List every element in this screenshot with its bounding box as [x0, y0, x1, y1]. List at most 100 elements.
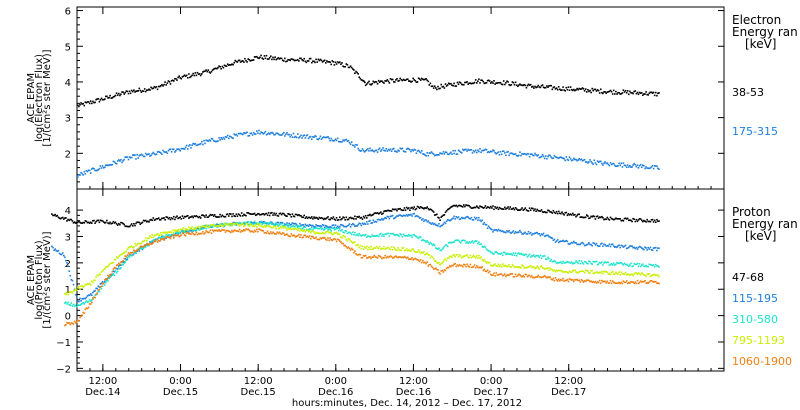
- data-point: [577, 243, 579, 246]
- data-point: [64, 293, 66, 295]
- data-point: [332, 227, 335, 229]
- data-point: [190, 227, 192, 229]
- data-point: [166, 82, 169, 84]
- data-point: [270, 231, 272, 233]
- data-point: [146, 243, 148, 245]
- data-point: [182, 147, 185, 150]
- data-point: [390, 78, 393, 81]
- data-point: [626, 90, 629, 92]
- data-point: [553, 155, 556, 157]
- y-tick-label: 3: [65, 114, 71, 125]
- data-point: [473, 151, 476, 153]
- data-point: [197, 232, 200, 235]
- data-point: [563, 89, 565, 91]
- data-point: [609, 216, 612, 219]
- data-point: [633, 90, 635, 93]
- data-point: [597, 161, 600, 163]
- data-point: [469, 254, 472, 257]
- data-point: [341, 218, 343, 220]
- data-point: [527, 254, 530, 257]
- data-point: [122, 263, 124, 266]
- data-point: [169, 148, 172, 150]
- data-point: [512, 252, 515, 254]
- data-point: [473, 216, 476, 219]
- data-point: [361, 218, 364, 220]
- data-point: [579, 159, 582, 161]
- data-point: [419, 236, 422, 239]
- data-point: [149, 235, 151, 237]
- data-point: [534, 256, 536, 258]
- data-point: [483, 206, 486, 209]
- x-tick-date: Dec.14: [85, 387, 120, 398]
- data-point: [176, 79, 178, 81]
- data-point: [504, 273, 506, 276]
- data-point: [314, 61, 316, 64]
- data-point: [292, 227, 295, 230]
- data-point: [443, 259, 446, 261]
- series-1060-1900: [64, 228, 660, 327]
- data-point: [321, 231, 324, 234]
- data-point: [384, 233, 386, 235]
- data-point: [514, 273, 517, 276]
- data-point: [174, 218, 176, 221]
- data-point: [591, 87, 593, 90]
- data-point: [554, 260, 557, 263]
- data-point: [518, 252, 520, 254]
- data-point: [127, 247, 130, 249]
- data-point: [458, 81, 461, 83]
- data-point: [344, 65, 346, 68]
- data-point: [307, 216, 310, 219]
- data-point: [68, 291, 70, 294]
- data-point: [531, 86, 533, 88]
- data-point: [281, 222, 284, 224]
- data-point: [177, 234, 179, 237]
- data-point: [120, 253, 122, 256]
- data-point: [473, 256, 476, 258]
- data-point: [368, 80, 370, 83]
- data-point: [220, 224, 222, 227]
- data-point: [317, 232, 320, 234]
- data-point: [449, 255, 451, 258]
- data-point: [191, 230, 193, 233]
- data-point: [238, 59, 241, 62]
- data-point: [612, 218, 615, 221]
- data-point: [350, 66, 353, 69]
- data-point: [570, 271, 573, 274]
- data-point: [525, 253, 528, 256]
- data-point: [545, 155, 547, 157]
- data-point: [495, 251, 497, 253]
- data-point: [168, 236, 171, 239]
- data-point: [428, 84, 431, 86]
- data-point: [596, 160, 599, 162]
- data-point: [485, 262, 488, 264]
- data-point: [338, 218, 340, 221]
- data-point: [112, 270, 115, 272]
- data-point: [391, 248, 394, 251]
- data-point: [198, 143, 201, 146]
- data-point: [483, 149, 486, 151]
- data-point: [254, 56, 257, 58]
- data-point: [153, 240, 156, 242]
- data-point: [624, 263, 627, 266]
- data-point: [307, 230, 310, 233]
- data-point: [507, 253, 509, 255]
- data-point: [210, 224, 213, 227]
- data-point: [388, 82, 391, 84]
- data-point: [386, 255, 389, 258]
- data-point: [501, 263, 504, 265]
- data-point: [447, 257, 450, 259]
- data-point: [400, 214, 403, 217]
- data-point: [348, 141, 351, 144]
- data-point: [303, 225, 305, 228]
- data-point: [244, 229, 246, 232]
- data-point: [528, 232, 531, 235]
- data-point: [199, 142, 202, 145]
- data-point: [482, 80, 485, 83]
- data-point: [119, 94, 121, 97]
- data-point: [521, 207, 523, 209]
- data-point: [494, 251, 496, 253]
- data-point: [279, 223, 282, 225]
- data-point: [539, 266, 542, 268]
- data-point: [543, 274, 546, 277]
- data-point: [538, 86, 541, 88]
